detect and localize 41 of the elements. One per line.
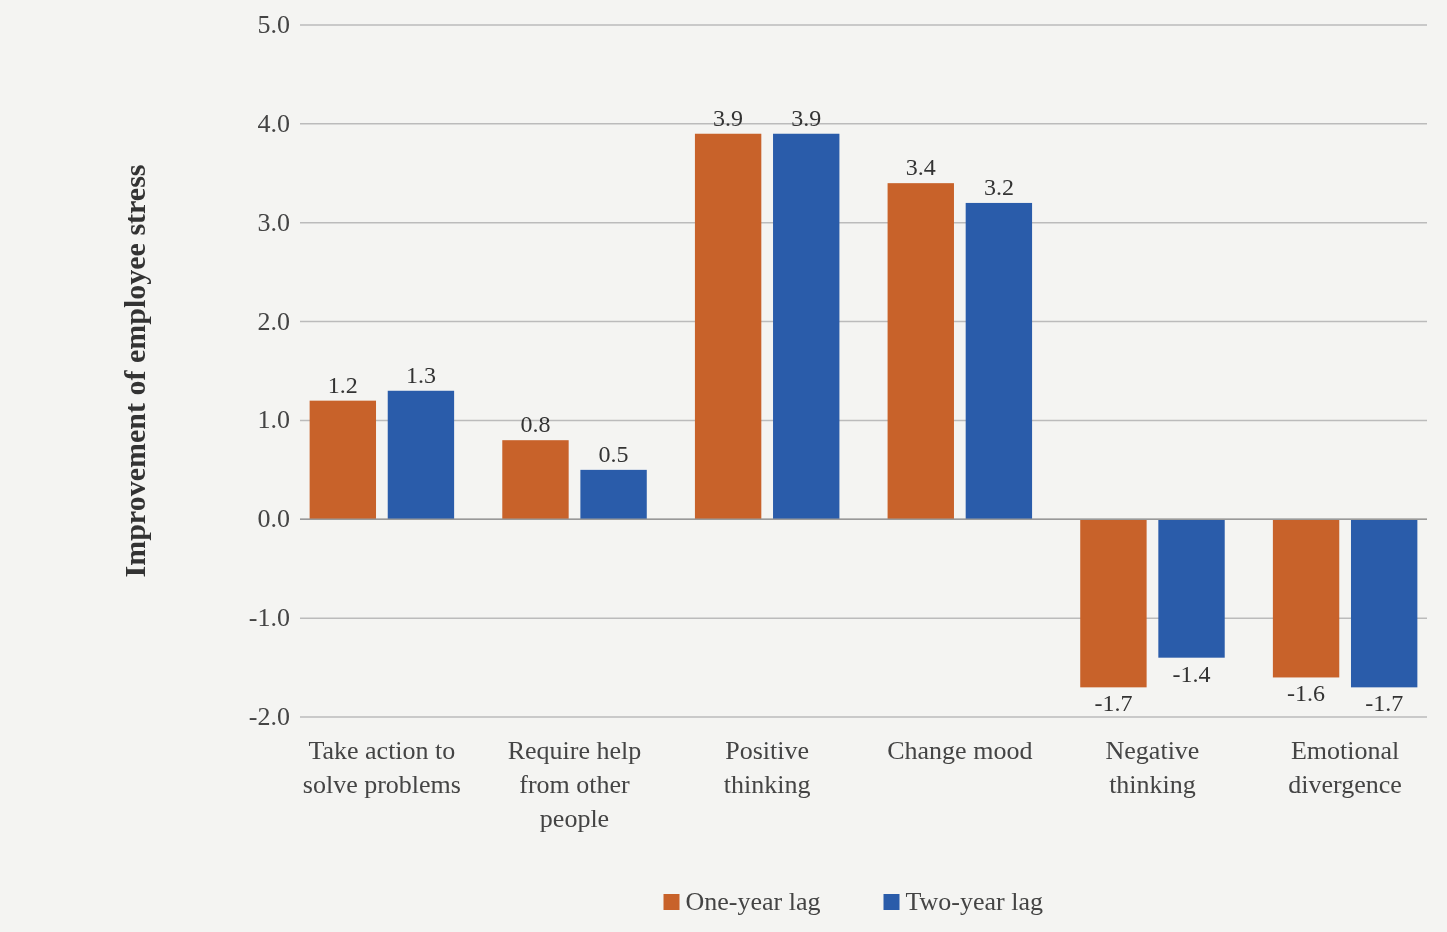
y-tick-label: 4.0 bbox=[257, 108, 290, 138]
y-tick-label: -2.0 bbox=[248, 702, 290, 731]
bar bbox=[309, 400, 377, 520]
y-tick-label: 2.0 bbox=[257, 306, 290, 336]
y-tick-label: 5.0 bbox=[257, 10, 290, 39]
bar bbox=[1350, 519, 1418, 688]
data-label: 1.3 bbox=[405, 361, 436, 388]
data-label: -1.7 bbox=[1365, 690, 1404, 717]
x-tick-label: Negative thinking bbox=[1105, 736, 1200, 799]
y-tick-label: 0.0 bbox=[257, 504, 290, 534]
y-axis-title: Improvement of employee stress bbox=[118, 164, 151, 578]
x-tick-label: Take action to solve problems bbox=[302, 736, 461, 799]
legend-label: Two-year lag bbox=[905, 887, 1044, 916]
bar bbox=[1080, 519, 1147, 688]
data-label: 0.5 bbox=[598, 440, 629, 467]
y-tick-label: -1.0 bbox=[248, 603, 290, 633]
y-tick-label: 3.0 bbox=[257, 207, 290, 237]
data-label: 3.9 bbox=[713, 104, 744, 131]
data-label: 0.8 bbox=[520, 411, 551, 438]
y-tick-label: 1.0 bbox=[257, 405, 290, 435]
data-label: 1.2 bbox=[327, 371, 358, 398]
legend-label: One-year lag bbox=[685, 887, 821, 916]
x-tick-label: Positive thinking bbox=[723, 736, 811, 799]
data-label: 3.2 bbox=[983, 173, 1014, 200]
data-label: -1.6 bbox=[1287, 680, 1326, 707]
bar bbox=[1158, 519, 1225, 658]
bar bbox=[1272, 519, 1340, 678]
bar bbox=[887, 183, 954, 520]
bar bbox=[965, 202, 1033, 520]
data-label: -1.7 bbox=[1094, 690, 1133, 717]
bar bbox=[580, 469, 647, 520]
bar bbox=[502, 440, 569, 520]
data-label: 3.9 bbox=[791, 104, 822, 131]
data-label: -1.4 bbox=[1172, 660, 1211, 687]
bar bbox=[694, 133, 762, 520]
data-label: 3.4 bbox=[905, 154, 936, 181]
bar bbox=[387, 390, 455, 520]
x-tick-label: Require help from other people bbox=[507, 736, 642, 833]
x-tick-label: Change mood bbox=[887, 736, 1033, 765]
bar bbox=[773, 133, 840, 520]
x-tick-label: Emotional divergence bbox=[1288, 736, 1402, 799]
